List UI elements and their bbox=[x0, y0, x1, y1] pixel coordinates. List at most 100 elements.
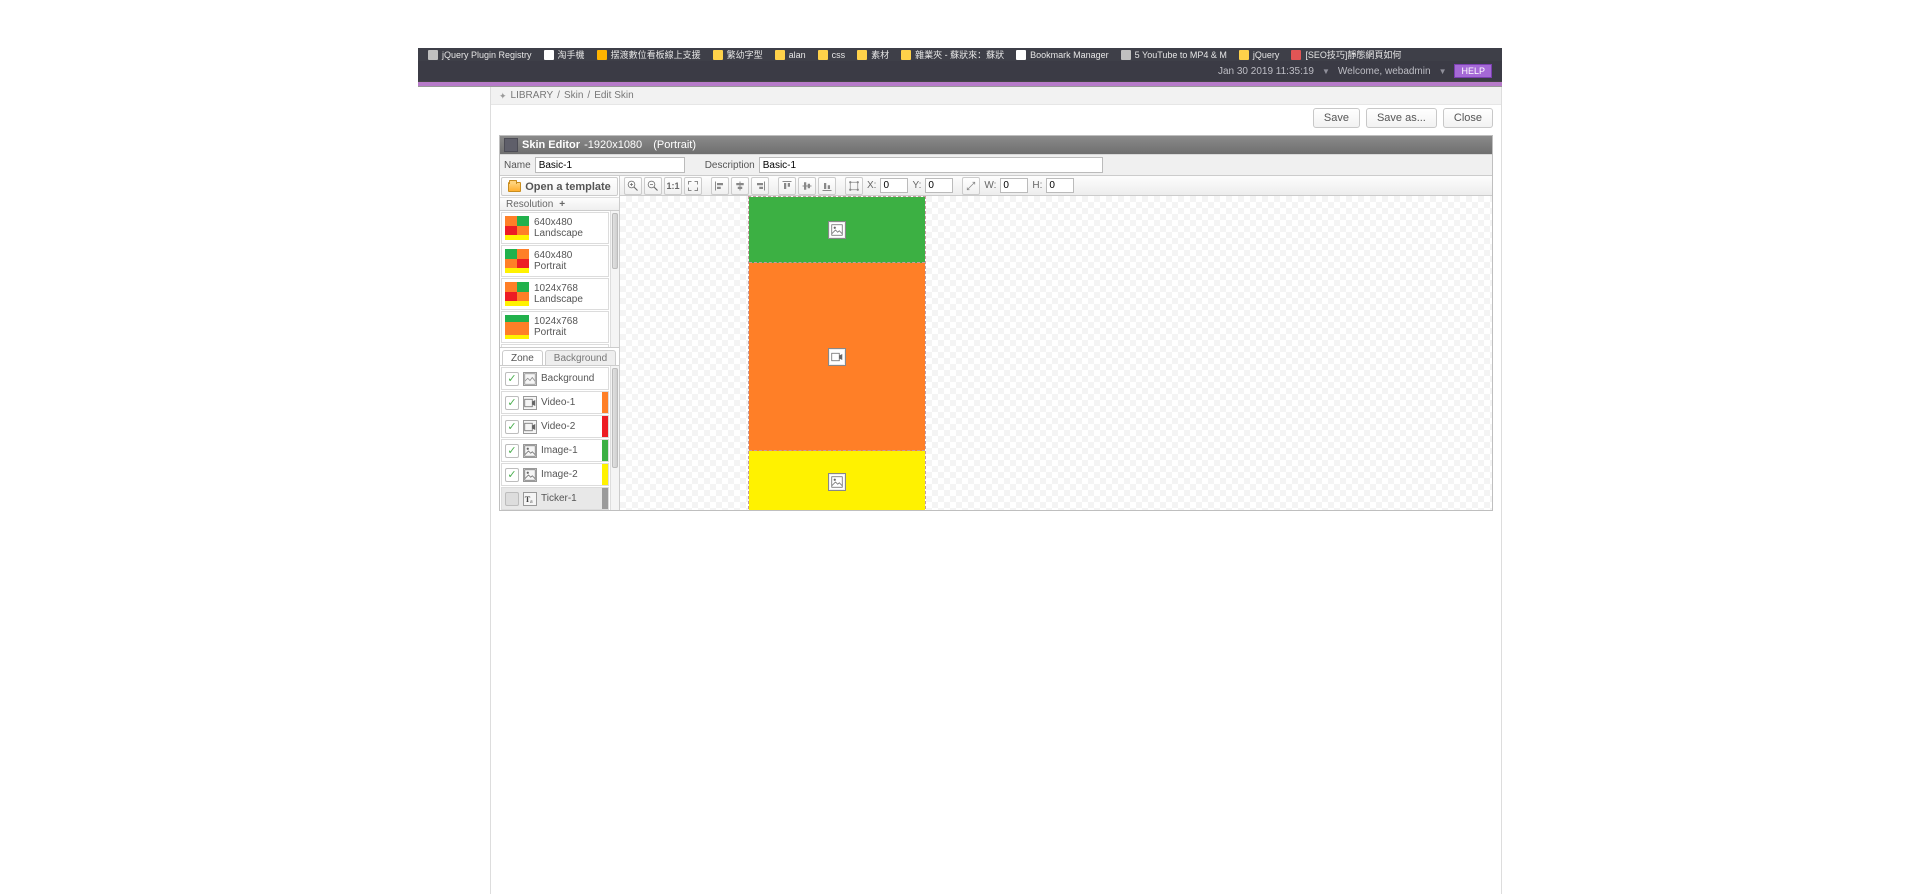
zoom-in-icon[interactable] bbox=[624, 177, 642, 195]
align-center-h-icon[interactable] bbox=[731, 177, 749, 195]
name-label: Name bbox=[504, 160, 531, 171]
checkbox-icon[interactable]: ✓ bbox=[505, 420, 519, 434]
tab-zone[interactable]: Zone bbox=[502, 350, 543, 365]
bookmark-item[interactable]: 5 YouTube to MP4 & M bbox=[1115, 50, 1233, 60]
zone-item[interactable]: ✓Background bbox=[501, 367, 609, 390]
bookmark-item[interactable]: jQuery Plugin Registry bbox=[422, 50, 538, 60]
breadcrumb-edit: Edit Skin bbox=[594, 87, 633, 105]
zone-label: Ticker-1 bbox=[541, 493, 577, 504]
canvas-area: 1:1 X: Y: bbox=[620, 176, 1492, 510]
save-button[interactable]: Save bbox=[1313, 108, 1360, 128]
resolution-list: 640x480Landscape640x480Portrait1024x768L… bbox=[500, 211, 610, 347]
canvas-zone[interactable] bbox=[749, 197, 925, 263]
zoom-actual-icon[interactable]: 1:1 bbox=[664, 177, 682, 195]
zoom-out-icon[interactable] bbox=[644, 177, 662, 195]
zone-color-swatch bbox=[602, 440, 608, 461]
chevron-down-icon[interactable]: ▼ bbox=[1322, 67, 1330, 76]
zoom-fit-icon[interactable] bbox=[684, 177, 702, 195]
panel-dims: -1920x1080 bbox=[584, 139, 642, 151]
bookmark-item[interactable]: 雜業夾 - 蘇狀來：蘇狀 bbox=[895, 48, 1010, 61]
zone-item[interactable]: ✓Video-1 bbox=[501, 391, 609, 414]
checkbox-icon[interactable]: ✓ bbox=[505, 372, 519, 386]
w-input[interactable] bbox=[1000, 178, 1028, 193]
h-input[interactable] bbox=[1046, 178, 1074, 193]
bookmark-favicon bbox=[901, 50, 911, 60]
image-icon bbox=[828, 221, 846, 239]
y-label: Y: bbox=[910, 180, 923, 191]
align-right-icon[interactable] bbox=[751, 177, 769, 195]
canvas[interactable] bbox=[620, 196, 1492, 510]
zone-color-swatch bbox=[602, 464, 608, 485]
bookmark-item[interactable]: 繁幼字型 bbox=[707, 48, 769, 61]
description-input[interactable] bbox=[759, 157, 1103, 173]
layout-stage[interactable] bbox=[748, 196, 926, 510]
x-label: X: bbox=[865, 180, 878, 191]
bookmark-item[interactable]: css bbox=[812, 50, 852, 60]
resolution-item[interactable]: 1280x720 bbox=[501, 344, 609, 347]
checkbox-icon[interactable]: ✓ bbox=[505, 444, 519, 458]
w-label: W: bbox=[982, 180, 998, 191]
canvas-zone[interactable] bbox=[749, 451, 925, 510]
panel-title-bar: Skin Editor -1920x1080 (Portrait) bbox=[500, 136, 1492, 154]
breadcrumb-skin[interactable]: Skin bbox=[564, 87, 583, 105]
zone-scrollbar[interactable] bbox=[610, 366, 619, 510]
align-bottom-icon[interactable] bbox=[818, 177, 836, 195]
zone-label: Image-1 bbox=[541, 445, 578, 456]
grip-icon bbox=[504, 138, 518, 152]
checkbox-icon[interactable] bbox=[505, 492, 519, 506]
bookmark-item[interactable]: [SEO技巧]靜態網頁如何 bbox=[1285, 48, 1407, 61]
datetime-text: Jan 30 2019 11:35:19 bbox=[1218, 66, 1314, 77]
bookmark-item[interactable]: Bookmark Manager bbox=[1010, 50, 1115, 60]
bookmark-item[interactable]: alan bbox=[769, 50, 812, 60]
y-input[interactable] bbox=[925, 178, 953, 193]
bookmark-bar: jQuery Plugin Registry淘手機摆渡數位看板線上支援繁幼字型a… bbox=[418, 48, 1502, 61]
name-input[interactable] bbox=[535, 157, 685, 173]
chevron-down-icon[interactable]: ▼ bbox=[1439, 67, 1447, 76]
align-top-icon[interactable] bbox=[778, 177, 796, 195]
resolution-item[interactable]: 640x480Portrait bbox=[501, 245, 609, 277]
align-middle-icon[interactable] bbox=[798, 177, 816, 195]
size-icon[interactable] bbox=[962, 177, 980, 195]
image-icon bbox=[523, 444, 537, 458]
zone-color-swatch bbox=[602, 392, 608, 413]
welcome-text: Welcome, webadmin bbox=[1338, 66, 1431, 77]
tab-background[interactable]: Background bbox=[545, 350, 616, 365]
checkbox-icon[interactable]: ✓ bbox=[505, 396, 519, 410]
open-template-button[interactable]: Open a template bbox=[501, 177, 618, 196]
add-resolution-icon[interactable]: + bbox=[559, 199, 565, 210]
bookmark-item[interactable]: jQuery bbox=[1233, 50, 1286, 60]
video-icon bbox=[523, 396, 537, 410]
x-input[interactable] bbox=[880, 178, 908, 193]
resolution-item[interactable]: 1024x768Landscape bbox=[501, 278, 609, 310]
bookmark-item[interactable]: 摆渡數位看板線上支援 bbox=[591, 48, 707, 61]
resolution-item[interactable]: 640x480Landscape bbox=[501, 212, 609, 244]
h-label: H: bbox=[1030, 180, 1044, 191]
editor-panel: Skin Editor -1920x1080 (Portrait) Name D… bbox=[499, 135, 1493, 511]
bookmark-favicon bbox=[1016, 50, 1026, 60]
zone-item[interactable]: ✓ Image-1 bbox=[501, 439, 609, 462]
resolution-scrollbar[interactable] bbox=[610, 211, 619, 347]
bookmark-item[interactable]: 素材 bbox=[851, 48, 895, 61]
save-as-button[interactable]: Save as... bbox=[1366, 108, 1437, 128]
breadcrumb-library[interactable]: LIBRARY bbox=[511, 87, 554, 105]
video-icon bbox=[523, 420, 537, 434]
zone-item[interactable]: ✓Video-2 bbox=[501, 415, 609, 438]
close-button[interactable]: Close bbox=[1443, 108, 1493, 128]
action-bar: Save Save as... Close bbox=[491, 105, 1501, 135]
star-icon: ✦ bbox=[499, 87, 507, 105]
canvas-zone[interactable] bbox=[749, 263, 925, 451]
zone-item[interactable]: TaTicker-1 bbox=[501, 487, 609, 510]
align-left-icon[interactable] bbox=[711, 177, 729, 195]
position-icon[interactable] bbox=[845, 177, 863, 195]
breadcrumb: ✦ LIBRARY / Skin / Edit Skin bbox=[491, 87, 1501, 105]
zone-item[interactable]: ✓Image-2 bbox=[501, 463, 609, 486]
top-status-bar: Jan 30 2019 11:35:19 ▼ Welcome, webadmin… bbox=[418, 61, 1502, 81]
bookmark-item[interactable]: 淘手機 bbox=[538, 48, 591, 61]
main-content: ✦ LIBRARY / Skin / Edit Skin Save Save a… bbox=[490, 87, 1502, 894]
resolution-item[interactable]: 1024x768Portrait bbox=[501, 311, 609, 343]
help-button[interactable]: HELP bbox=[1454, 64, 1492, 78]
checkbox-icon[interactable]: ✓ bbox=[505, 468, 519, 482]
bookmark-favicon bbox=[857, 50, 867, 60]
panel-orientation: (Portrait) bbox=[653, 139, 696, 151]
video-icon bbox=[828, 348, 846, 366]
